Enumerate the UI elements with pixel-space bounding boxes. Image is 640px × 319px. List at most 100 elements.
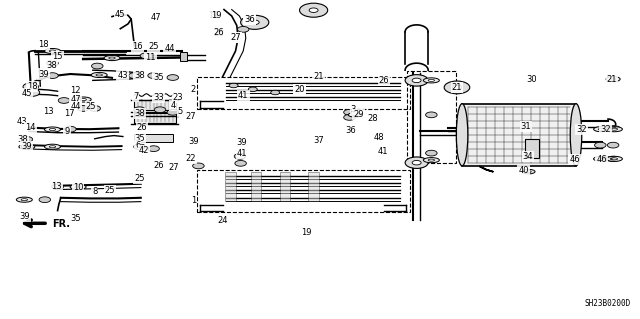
Text: 40: 40	[518, 167, 529, 175]
Circle shape	[39, 197, 51, 203]
Text: 32: 32	[576, 125, 586, 134]
Ellipse shape	[104, 56, 120, 61]
Circle shape	[452, 85, 461, 90]
Text: 19: 19	[301, 228, 311, 237]
Bar	[308, 172, 319, 201]
Text: 26: 26	[154, 161, 164, 170]
Circle shape	[250, 20, 259, 25]
Text: 11: 11	[145, 53, 156, 62]
Text: 26: 26	[379, 76, 389, 85]
Ellipse shape	[611, 127, 616, 129]
Text: 25: 25	[86, 102, 96, 111]
Circle shape	[24, 89, 40, 96]
Ellipse shape	[522, 169, 535, 174]
Ellipse shape	[76, 97, 92, 102]
Circle shape	[47, 60, 58, 66]
Text: 41: 41	[378, 147, 388, 156]
Circle shape	[134, 107, 145, 113]
Text: 43: 43	[17, 117, 28, 126]
Circle shape	[344, 115, 355, 120]
Text: 42: 42	[139, 146, 149, 155]
Ellipse shape	[45, 144, 61, 149]
Text: 19: 19	[209, 11, 219, 20]
Text: 18: 18	[38, 40, 49, 48]
Text: 36: 36	[346, 126, 356, 135]
Text: SH23B0200D: SH23B0200D	[584, 299, 630, 308]
Circle shape	[405, 75, 428, 86]
Ellipse shape	[19, 144, 35, 149]
Circle shape	[47, 73, 58, 78]
Ellipse shape	[428, 159, 435, 161]
Bar	[134, 113, 176, 123]
Text: 32: 32	[600, 125, 611, 134]
Ellipse shape	[49, 146, 56, 148]
Text: 38: 38	[46, 61, 56, 70]
Text: 31: 31	[521, 122, 531, 131]
Text: 47: 47	[150, 13, 161, 22]
Circle shape	[21, 137, 33, 142]
Text: 37: 37	[314, 137, 324, 145]
Ellipse shape	[109, 57, 115, 59]
Text: 20: 20	[294, 85, 305, 94]
Circle shape	[344, 109, 355, 115]
Text: 8: 8	[92, 187, 97, 196]
Circle shape	[148, 73, 159, 78]
Ellipse shape	[428, 79, 435, 81]
Text: 2: 2	[191, 85, 196, 94]
Circle shape	[300, 3, 328, 17]
Text: 4: 4	[170, 101, 175, 110]
Bar	[134, 134, 173, 142]
Ellipse shape	[611, 158, 618, 160]
Text: 35: 35	[154, 73, 164, 82]
Text: 17: 17	[64, 109, 74, 118]
Text: 48: 48	[374, 133, 384, 142]
Ellipse shape	[526, 171, 531, 173]
Bar	[197, 77, 410, 109]
Text: 21: 21	[452, 83, 462, 92]
Text: 13: 13	[43, 107, 53, 116]
Bar	[197, 170, 410, 212]
Bar	[251, 172, 261, 201]
Text: 36: 36	[244, 15, 255, 24]
Ellipse shape	[80, 99, 86, 100]
Text: 12: 12	[70, 86, 81, 95]
Text: 27: 27	[230, 33, 241, 42]
Circle shape	[248, 87, 257, 92]
Text: FR.: FR.	[52, 219, 70, 229]
Text: 38: 38	[134, 109, 145, 118]
Text: 30: 30	[526, 75, 536, 84]
Circle shape	[405, 157, 428, 168]
Bar	[134, 100, 176, 110]
Text: 39: 39	[22, 142, 32, 151]
Text: 26: 26	[214, 29, 224, 38]
Circle shape	[140, 53, 152, 59]
Ellipse shape	[424, 78, 440, 83]
Text: 10: 10	[73, 183, 83, 192]
Circle shape	[426, 150, 437, 156]
Text: 38: 38	[17, 135, 28, 144]
Text: 24: 24	[218, 216, 228, 225]
Circle shape	[148, 146, 159, 152]
Text: 18: 18	[27, 82, 37, 91]
Circle shape	[167, 109, 179, 115]
Text: 22: 22	[186, 154, 196, 163]
Text: 35: 35	[134, 134, 145, 143]
Ellipse shape	[17, 197, 32, 202]
Ellipse shape	[21, 199, 28, 201]
Text: 21: 21	[314, 72, 324, 81]
Circle shape	[607, 142, 619, 148]
Text: 46: 46	[570, 155, 580, 164]
Ellipse shape	[611, 78, 616, 80]
Ellipse shape	[456, 104, 468, 166]
Ellipse shape	[24, 146, 30, 148]
Circle shape	[52, 184, 63, 190]
Text: 28: 28	[367, 114, 378, 123]
Ellipse shape	[45, 48, 61, 54]
Bar	[407, 71, 456, 163]
Circle shape	[21, 144, 33, 150]
Text: 34: 34	[523, 152, 533, 161]
Text: 27: 27	[230, 33, 241, 42]
Circle shape	[92, 63, 103, 69]
Text: 35: 35	[70, 214, 81, 223]
Text: 38: 38	[134, 71, 145, 80]
